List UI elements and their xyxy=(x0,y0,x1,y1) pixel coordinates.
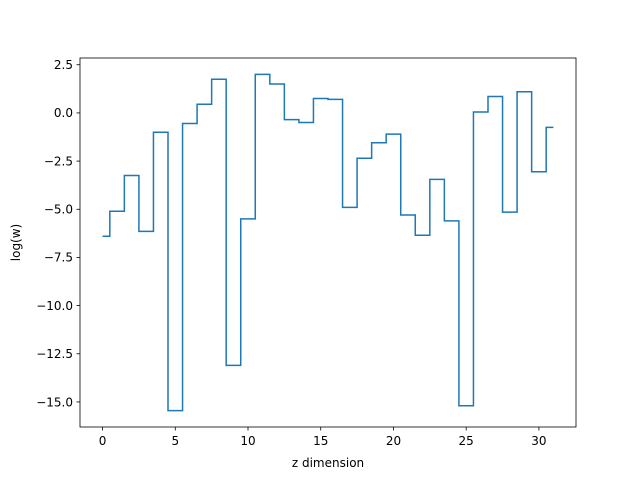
y-tick-label: −12.5 xyxy=(36,347,73,361)
y-tick-label: −2.5 xyxy=(44,154,73,168)
series-line-0 xyxy=(102,73,554,412)
series-layer xyxy=(102,73,554,412)
axes-frame xyxy=(79,57,577,428)
y-tick-label: −15.0 xyxy=(36,395,73,409)
y-axis-label: log(w) xyxy=(9,224,23,261)
y-tick-label: −10.0 xyxy=(36,299,73,313)
tick-layer: 0 5 10 15 20 25 30 2.5 0.0 −2.5 −5.0 −7.5 −10.0 −12.5… xyxy=(36,58,546,448)
y-tick-label: −5.0 xyxy=(44,203,73,217)
plot-area xyxy=(80,58,576,427)
x-tick-label: 25 xyxy=(459,434,474,448)
x-tick-label: 5 xyxy=(171,434,179,448)
y-tick-label: −7.5 xyxy=(44,251,73,265)
x-axis-label: z dimension xyxy=(292,456,364,470)
x-tick-label: 10 xyxy=(240,434,255,448)
y-tick-label: 0.0 xyxy=(54,106,73,120)
x-tick-label: 30 xyxy=(531,434,546,448)
x-tick-label: 0 xyxy=(99,434,107,448)
x-tick-label: 15 xyxy=(313,434,328,448)
y-tick-label: 2.5 xyxy=(54,58,73,72)
x-tick-label: 20 xyxy=(386,434,401,448)
